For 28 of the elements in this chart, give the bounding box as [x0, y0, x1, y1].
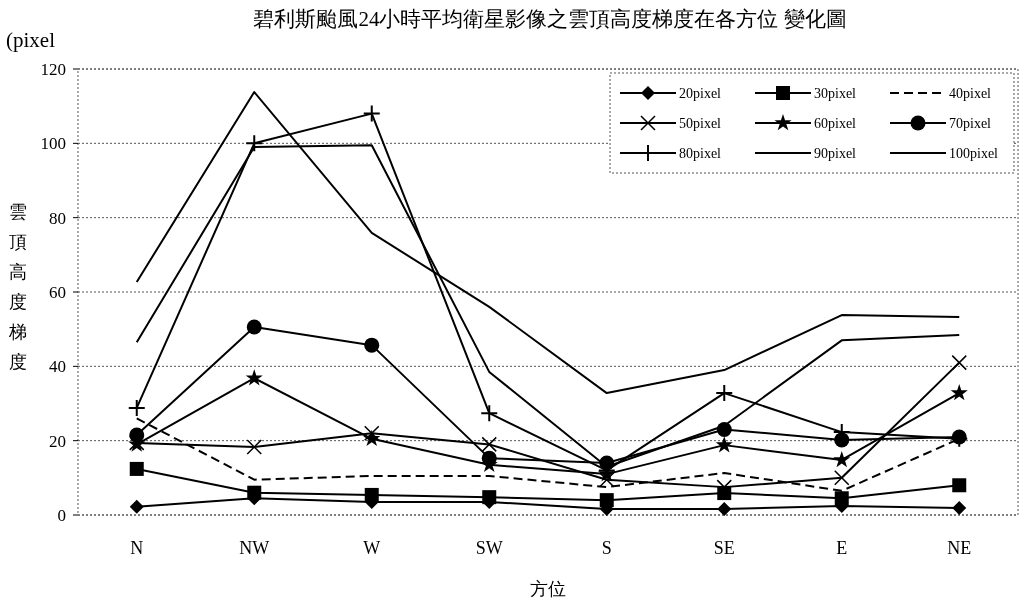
- y-axis-title: 雲頂高度梯度: [8, 202, 27, 372]
- y-tick-label: 60: [49, 283, 66, 302]
- chart-title: 碧利斯颱風24小時平均衛星影像之雲頂高度梯度在各方位 變化圖: [253, 7, 847, 31]
- x-tick-label: S: [601, 538, 612, 558]
- y-tick-label: 40: [49, 357, 66, 377]
- y-tick-label: 80: [49, 208, 66, 228]
- legend-label: 40pixel: [949, 86, 992, 101]
- x-tick-label: SE: [713, 538, 735, 558]
- x-tick-label: SW: [475, 538, 503, 558]
- legend-label: 60pixel: [814, 116, 857, 131]
- x-tick-label: W: [363, 538, 381, 558]
- text: (pixel: [6, 28, 56, 52]
- y-tick-label: 20: [49, 431, 66, 451]
- y-tick-label: 120: [40, 60, 66, 79]
- x-axis-title: 方位: [530, 579, 566, 599]
- legend-label: 20pixel: [679, 86, 722, 101]
- x-tick-label: N: [130, 538, 144, 558]
- x-tick-label: NW: [239, 538, 270, 558]
- legend-label: 50pixel: [679, 116, 722, 131]
- x-tick-label: NE: [947, 538, 972, 558]
- legend-label: 90pixel: [814, 146, 857, 161]
- legend-label: 100pixel: [949, 146, 999, 161]
- y-tick-label: 0: [57, 506, 66, 525]
- legend-label: 70pixel: [949, 116, 992, 131]
- x-tick-label: E: [836, 538, 848, 558]
- legend-label: 30pixel: [814, 86, 857, 101]
- legend-label: 80pixel: [679, 146, 722, 161]
- y-tick-label: 100: [40, 134, 66, 154]
